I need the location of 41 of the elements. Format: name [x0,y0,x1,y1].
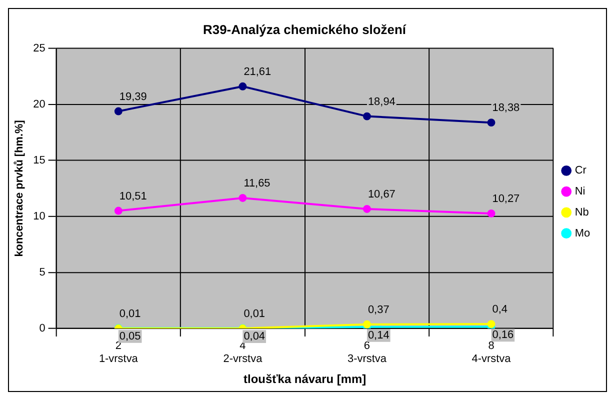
legend-label: Nb [574,206,589,218]
point [487,209,496,218]
data-label: 0,16 [492,329,514,342]
data-label: 18,38 [492,102,520,114]
point [487,118,496,127]
point [362,112,371,120]
data-label: 10,67 [368,188,396,201]
data-label: 0,04 [244,330,266,343]
data-label: 0,05 [119,330,141,342]
x-tick-label: 6 3-vrstva [348,340,388,366]
data-label: 0,4 [492,304,508,316]
y-tick-label: 20 [33,98,46,110]
data-label: 19,39 [119,90,147,103]
y-axis-title: koncentrace prvků [hm.%] [14,120,26,257]
point [362,320,371,328]
y-tick-label: 10 [33,210,46,222]
data-label: 0,01 [119,308,141,320]
point [114,107,122,116]
data-label: 10,27 [492,193,520,206]
legend-label: Mo [574,227,590,240]
x-tick-label: 8 4-vrstva [472,340,512,366]
y-tick-label: 5 [39,266,46,279]
y-tick-label: 0 [39,322,46,335]
x-axis-title: tloušťka návaru [mm] [244,372,366,386]
data-label: 10,51 [119,190,147,202]
data-label: 0,01 [244,308,266,320]
data-label: 11,65 [244,178,270,190]
data-label: 21,61 [244,66,272,78]
point [238,82,247,90]
point [362,204,371,213]
legend-label: Cr [574,164,587,177]
y-tick-label: 15 [33,154,46,166]
point [238,194,247,202]
chart-title: R39-Analýza chemického složení [203,22,406,38]
data-label: 0,37 [368,304,390,316]
y-tick-label: 25 [33,42,46,54]
point [114,206,122,215]
legend-label: Ni [574,186,586,198]
data-label: 0,14 [368,329,390,342]
data-label: 18,94 [368,96,396,108]
point [487,320,496,328]
